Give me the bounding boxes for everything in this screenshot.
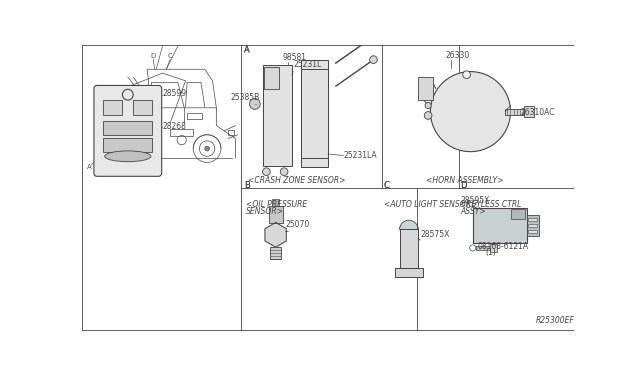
Bar <box>103 100 122 115</box>
Bar <box>262 65 292 166</box>
Circle shape <box>425 102 431 109</box>
Circle shape <box>280 168 288 176</box>
Bar <box>528 224 538 227</box>
Ellipse shape <box>311 141 317 151</box>
Text: B: B <box>114 170 118 176</box>
Text: 98581: 98581 <box>283 52 307 62</box>
Circle shape <box>370 33 378 41</box>
Circle shape <box>431 71 511 152</box>
Bar <box>476 246 490 250</box>
Text: 25385B: 25385B <box>230 93 259 102</box>
Text: 28595X: 28595X <box>460 196 490 205</box>
Bar <box>473 208 527 243</box>
Text: A: A <box>244 45 250 54</box>
Text: <OIL PRESSURE: <OIL PRESSURE <box>246 201 308 209</box>
Circle shape <box>463 71 470 78</box>
Text: D: D <box>460 181 467 190</box>
Bar <box>528 230 538 233</box>
Bar <box>527 215 539 236</box>
Text: 25231LA: 25231LA <box>344 151 377 160</box>
Text: 26330: 26330 <box>445 51 469 60</box>
Text: <KEYLESS CTRL: <KEYLESS CTRL <box>460 201 522 209</box>
Circle shape <box>205 146 209 151</box>
Ellipse shape <box>274 86 280 96</box>
Text: (1): (1) <box>486 248 497 257</box>
Bar <box>187 113 202 119</box>
Text: 25070: 25070 <box>285 220 310 229</box>
Bar <box>270 247 281 260</box>
Bar <box>399 230 418 268</box>
Circle shape <box>370 56 378 64</box>
Bar <box>103 121 152 135</box>
Bar <box>301 158 328 167</box>
Text: <AUTO LIGHT SENSOR>: <AUTO LIGHT SENSOR> <box>384 201 477 209</box>
Bar <box>269 206 283 222</box>
Bar <box>301 69 328 158</box>
Text: ASSY>: ASSY> <box>460 207 486 217</box>
Bar <box>505 109 524 115</box>
Ellipse shape <box>274 101 280 111</box>
Circle shape <box>262 168 270 176</box>
Text: 25231L: 25231L <box>293 60 322 69</box>
Text: B: B <box>244 181 250 190</box>
Ellipse shape <box>311 84 317 93</box>
FancyBboxPatch shape <box>94 86 162 176</box>
Text: SENSOR>: SENSOR> <box>246 207 284 217</box>
Bar <box>490 244 497 252</box>
Bar <box>103 138 152 152</box>
Ellipse shape <box>274 72 280 82</box>
Ellipse shape <box>274 117 280 126</box>
Bar <box>524 106 534 117</box>
Text: 28268: 28268 <box>163 122 186 131</box>
Circle shape <box>250 99 260 109</box>
Text: 28575X: 28575X <box>420 230 450 239</box>
Polygon shape <box>265 222 286 247</box>
Text: 28599: 28599 <box>163 89 187 98</box>
Ellipse shape <box>105 151 151 162</box>
Bar <box>272 199 280 206</box>
Circle shape <box>120 146 125 151</box>
Text: <HORN ASSEMBLY>: <HORN ASSEMBLY> <box>426 176 503 185</box>
Text: B: B <box>244 181 250 190</box>
Bar <box>418 77 433 100</box>
Ellipse shape <box>274 149 280 159</box>
Circle shape <box>424 112 432 119</box>
Text: A: A <box>87 164 92 170</box>
Bar <box>133 100 152 115</box>
Text: C: C <box>383 181 389 190</box>
Ellipse shape <box>274 132 280 142</box>
Text: 26310AC: 26310AC <box>520 108 555 117</box>
Text: D: D <box>150 52 156 58</box>
Bar <box>228 130 234 135</box>
Bar <box>395 268 422 277</box>
Wedge shape <box>399 220 418 230</box>
Text: C: C <box>168 52 173 58</box>
Text: C: C <box>383 181 389 190</box>
Text: A: A <box>244 46 250 55</box>
Bar <box>264 67 280 89</box>
Bar <box>301 60 328 69</box>
Bar <box>511 209 525 219</box>
Text: <CRASH ZONE SENSOR>: <CRASH ZONE SENSOR> <box>248 176 346 185</box>
Ellipse shape <box>311 122 317 132</box>
Text: 08168-6121A: 08168-6121A <box>477 242 529 251</box>
Ellipse shape <box>311 103 317 113</box>
Text: R25300EF: R25300EF <box>536 316 575 325</box>
Text: D: D <box>460 181 467 190</box>
Bar <box>528 218 538 221</box>
Bar <box>170 129 193 136</box>
